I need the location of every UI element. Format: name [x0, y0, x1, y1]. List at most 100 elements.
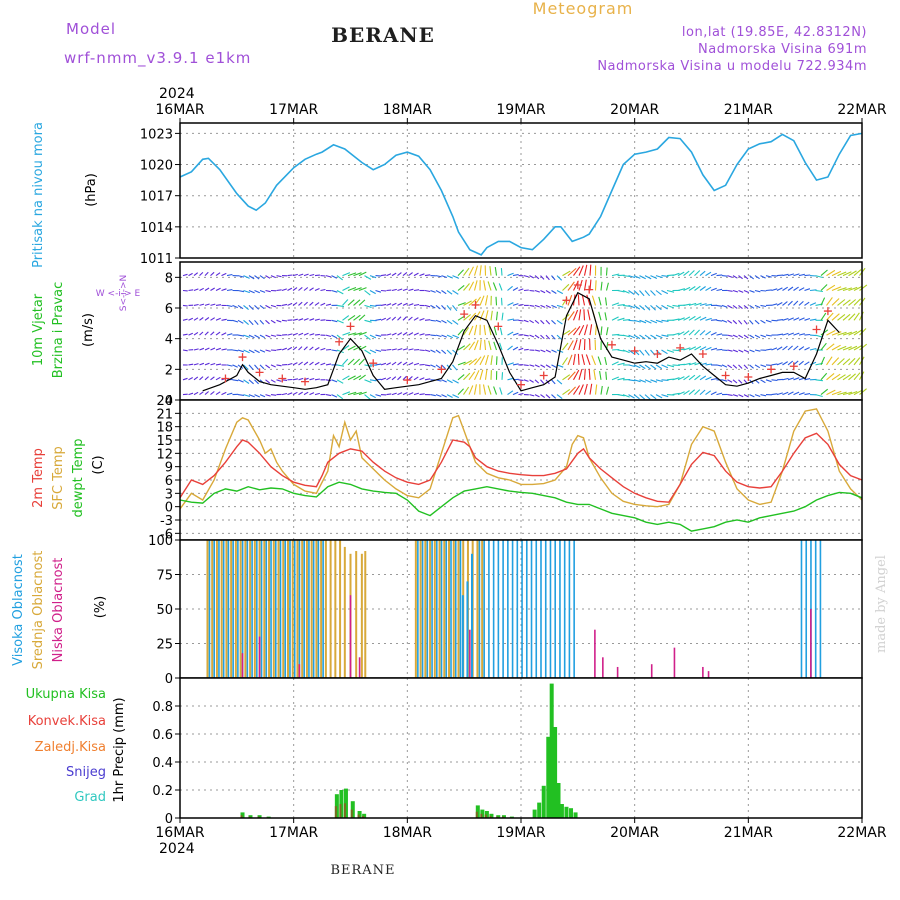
wind-vector [749, 275, 755, 280]
cloud-low-bar [469, 629, 471, 678]
wind-vector [650, 290, 656, 296]
wind-vector [804, 333, 811, 336]
wind-vector [820, 284, 828, 291]
wind-vector [540, 319, 545, 325]
wind-vector [270, 364, 276, 368]
wind-vector [237, 275, 245, 278]
wind-vector [259, 304, 265, 310]
wind-vector [336, 334, 343, 341]
cloud-mid-bar [249, 540, 252, 678]
wind-vector [391, 361, 397, 366]
wind-vector [589, 324, 593, 336]
wind-vector [594, 280, 597, 291]
wind-vector [221, 348, 227, 351]
cloud-high-bar [218, 540, 220, 678]
wind-vector [386, 376, 391, 381]
wind-vector [837, 391, 847, 396]
wind-vector [325, 394, 332, 397]
wind-vector [270, 319, 276, 324]
wind-vector [581, 294, 586, 306]
wind-vector [493, 326, 498, 336]
wind-vector [182, 349, 188, 352]
watermark: made by Angel [874, 555, 889, 653]
precip-conv-bar [489, 815, 492, 818]
cloud-mid-bar [230, 540, 233, 678]
wind-vector [837, 271, 847, 277]
wind-vector [798, 300, 804, 306]
wind-vector [760, 394, 767, 397]
temp-2m-axis-label: 2m Temp [31, 448, 46, 508]
wind-vector [248, 364, 254, 370]
wind-vector [452, 394, 460, 399]
wind-vector [419, 377, 425, 381]
wind-vector [809, 289, 817, 292]
wind-vector [237, 334, 245, 337]
cloud-high-bar [431, 540, 433, 678]
wind-vector [391, 376, 397, 381]
wind-vector [397, 348, 403, 351]
wind-vector [710, 347, 718, 351]
wind-vector [577, 294, 580, 306]
wind-vector [188, 392, 194, 396]
wind-vector [583, 279, 587, 291]
precip-panel: 0 0.2 0.4 0.6 0.8 [152, 677, 863, 827]
wind-vector [342, 375, 350, 381]
wind-vector [287, 346, 293, 351]
wind-vector [419, 393, 425, 396]
wind-vector [705, 286, 712, 291]
wind-vector [386, 317, 391, 321]
wind-vector [628, 379, 636, 382]
cloud-high-bar [436, 540, 438, 678]
wind-vector [204, 391, 209, 396]
wind-vector [650, 319, 658, 324]
wind-vector [303, 332, 309, 336]
wind-vector [499, 342, 503, 351]
wind-vector [430, 304, 436, 309]
cloud-mid-bar [220, 540, 223, 678]
wind-vector [375, 275, 382, 277]
wind-vector [309, 318, 315, 321]
wind-vector [248, 289, 255, 294]
y-tick-label: 6 [165, 302, 173, 317]
wind-vector [182, 273, 188, 277]
wind-vector [309, 346, 314, 351]
cloud-low-bar [241, 653, 244, 678]
wind-vector [380, 317, 387, 321]
side-labels: Pritisak na nivou mora (hPa) 10m Vjetar Brz… [11, 122, 141, 805]
sfc-temp-line [179, 408, 863, 510]
wind-vector [551, 394, 557, 399]
wind-vector [837, 287, 847, 292]
wind-vector [215, 331, 221, 336]
wind-vector [754, 364, 761, 369]
wind-vector [655, 275, 663, 279]
wind-vector [809, 318, 817, 321]
wind-vector [309, 377, 315, 381]
wind-vector [661, 334, 669, 337]
wind-vector [413, 392, 420, 396]
wind-vector [441, 290, 447, 295]
cloud-high-bar [573, 540, 575, 678]
panel-frame [179, 677, 863, 819]
wind-vector [292, 318, 298, 321]
gust-marker [221, 374, 230, 383]
wind-vector [589, 264, 592, 276]
wind-vector [507, 345, 513, 351]
wind-vector [716, 274, 723, 277]
panel-frame-bg [180, 678, 862, 818]
cloud-low-bar [616, 666, 619, 678]
wind-vector [666, 364, 675, 368]
wind-vector [518, 303, 524, 306]
wind-vector [727, 379, 733, 383]
wind-vector [732, 334, 738, 338]
wind-vector [688, 346, 697, 351]
wind-vector [699, 303, 707, 306]
cloud-mid-bar [315, 540, 318, 678]
wind-vector [545, 334, 551, 340]
footer-station: BERANE [330, 863, 395, 878]
y-tick-label: 1017 [140, 190, 173, 205]
wind-vector [276, 379, 282, 382]
wind-vector [193, 348, 199, 351]
y-tick-label: 0 [165, 672, 173, 687]
wind-vector [298, 273, 304, 277]
wind-vector [237, 349, 244, 353]
